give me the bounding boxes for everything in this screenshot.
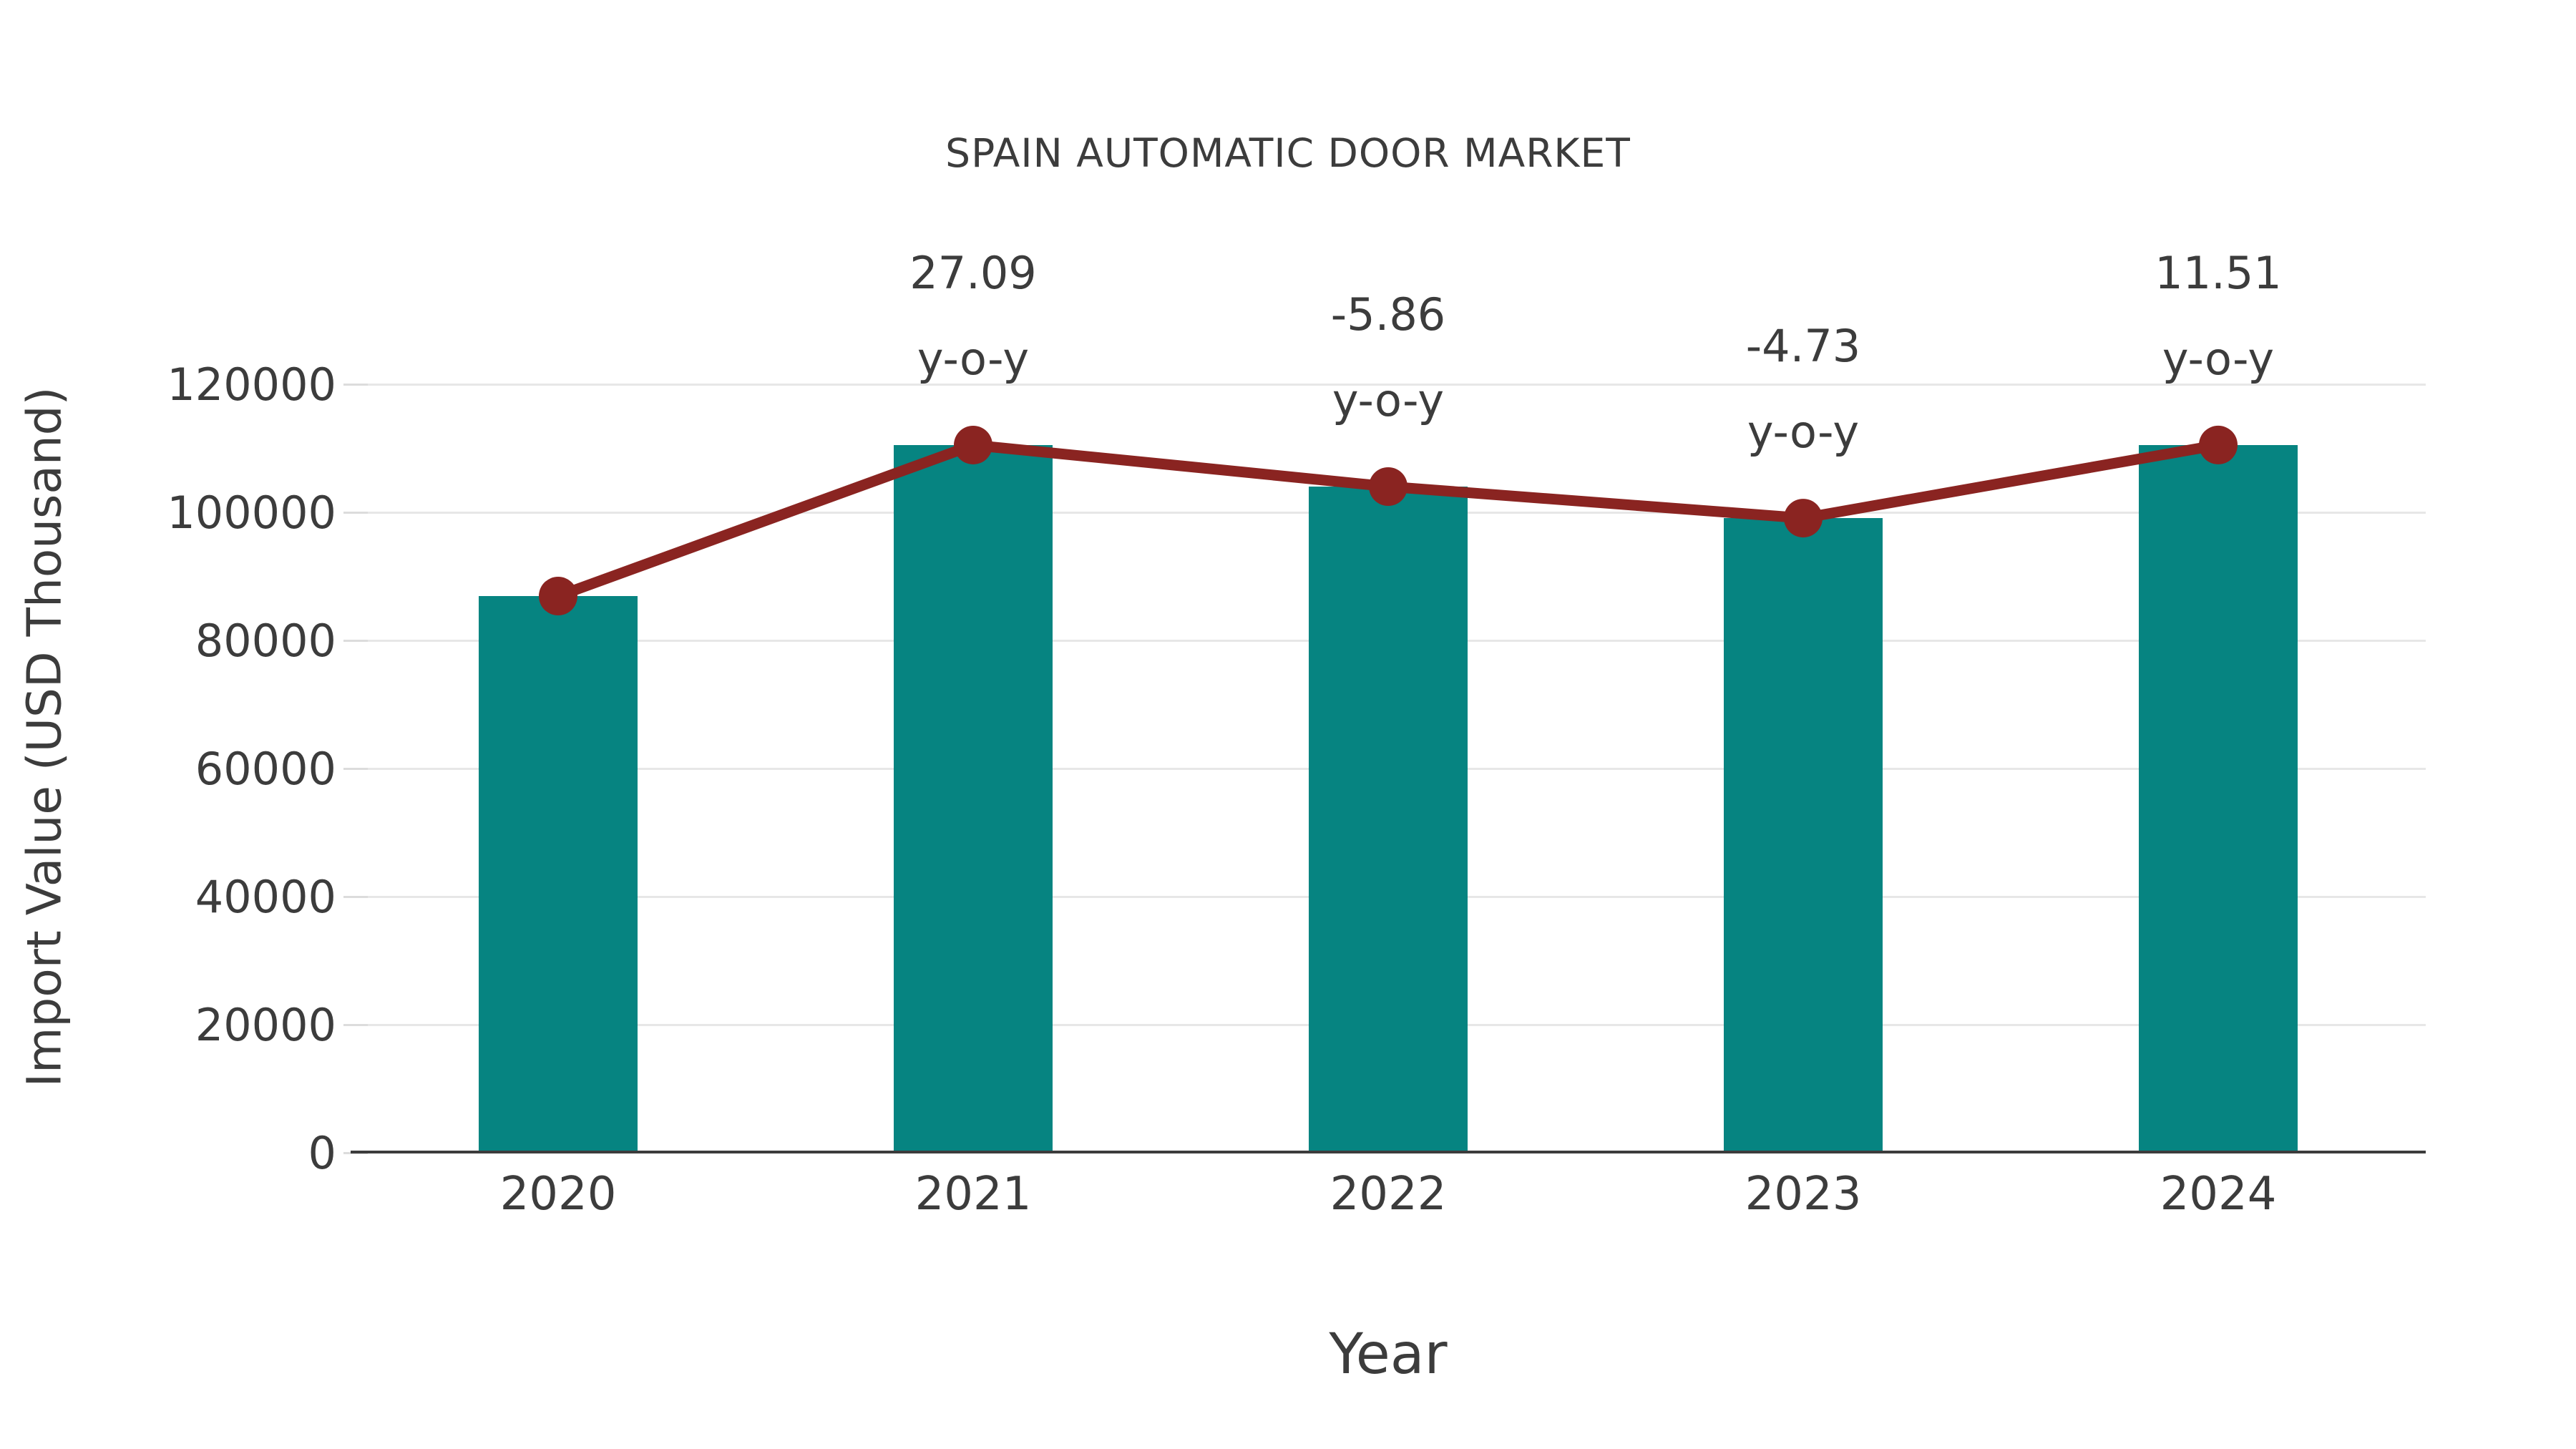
bar-2023: [1724, 518, 1883, 1152]
annotation-value: -5.86: [1330, 288, 1446, 341]
y-tick: [343, 383, 368, 386]
annotation-suffix: y-o-y: [1747, 406, 1860, 459]
annotation-value: 11.51: [2155, 246, 2282, 299]
y-tick: [343, 1023, 368, 1026]
y-axis-title: Import Value (USD Thousand): [16, 386, 72, 1088]
x-axis-title: Year: [1329, 1322, 1448, 1387]
y-tick-label: 80000: [195, 614, 336, 667]
bar-2020: [479, 596, 638, 1152]
y-tick-label: 40000: [195, 870, 336, 923]
y-tick-label: 0: [308, 1127, 336, 1179]
y-tick: [343, 767, 368, 770]
x-tick-label-2024: 2024: [2160, 1168, 2277, 1221]
y-tick-label: 20000: [195, 998, 336, 1051]
annotation-2023: -4.73 y-o-y: [1746, 303, 1860, 475]
bar-2022: [1309, 487, 1468, 1152]
y-tick: [343, 511, 368, 514]
chart-title: SPAIN AUTOMATIC DOOR MARKET: [945, 130, 1631, 176]
gridline: [351, 384, 2426, 386]
bar-2021: [894, 444, 1053, 1152]
bar-2024: [2139, 444, 2298, 1152]
annotation-suffix: y-o-y: [1332, 374, 1445, 426]
annotation-value: 27.09: [909, 246, 1037, 299]
x-tick-label-2020: 2020: [499, 1168, 617, 1221]
y-tick-label: 60000: [195, 742, 336, 795]
annotation-2021: 27.09 y-o-y: [909, 230, 1037, 402]
annotation-2024: 11.51 y-o-y: [2155, 230, 2282, 402]
y-tick-label: 120000: [167, 358, 336, 411]
y-tick-label: 100000: [167, 486, 336, 539]
annotation-2022: -5.86 y-o-y: [1331, 272, 1445, 444]
annotation-value: -4.73: [1745, 320, 1861, 373]
x-tick-label-2021: 2021: [914, 1168, 1032, 1221]
x-tick-label-2022: 2022: [1330, 1168, 1447, 1221]
annotation-suffix: y-o-y: [917, 332, 1030, 385]
annotation-suffix: y-o-y: [2162, 332, 2275, 385]
x-axis-line: [351, 1151, 2426, 1153]
x-tick-label-2023: 2023: [1745, 1168, 1862, 1221]
y-tick: [343, 639, 368, 642]
y-tick: [343, 895, 368, 898]
